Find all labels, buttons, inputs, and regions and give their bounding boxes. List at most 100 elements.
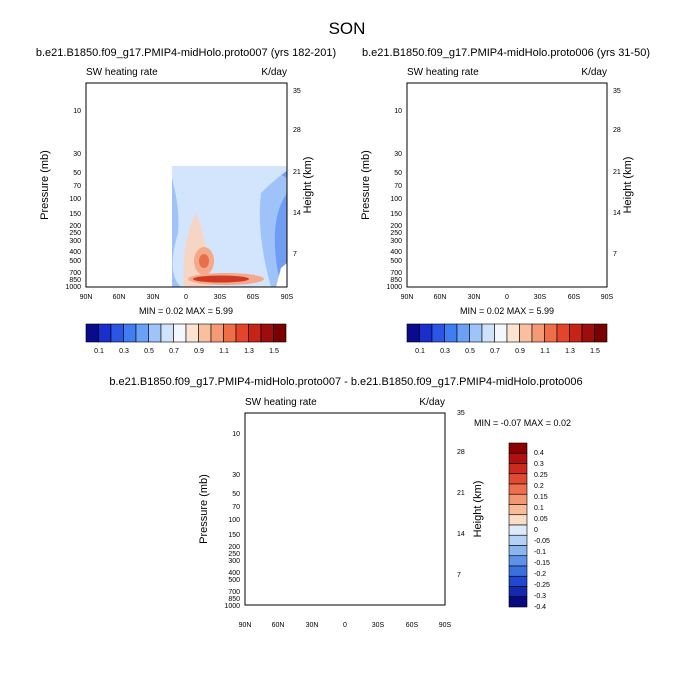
x-tick-label: 0 bbox=[343, 622, 347, 629]
colorbar-swatch bbox=[431, 323, 445, 343]
y2-tick-label: 21 bbox=[293, 169, 301, 176]
y2-tick-label: 35 bbox=[293, 88, 301, 95]
y2-tick-label: 35 bbox=[457, 410, 465, 417]
colorbar-swatch bbox=[198, 323, 212, 343]
contour-band bbox=[520, 254, 530, 268]
colorbar-swatch bbox=[531, 323, 545, 343]
panel-difference: b.e21.B1850.f09_g17.PMIP4-midHolo.proto0… bbox=[109, 376, 582, 629]
colorbar-swatch bbox=[508, 545, 528, 557]
colorbar-label: 0.25 bbox=[534, 472, 548, 479]
x-tick-label: 60S bbox=[406, 622, 419, 629]
x-tick-label: 60S bbox=[247, 294, 260, 301]
colorbar-swatch bbox=[469, 323, 483, 343]
contour-band bbox=[455, 83, 607, 147]
contour-band bbox=[377, 413, 382, 513]
colorbar-swatch bbox=[544, 323, 558, 343]
contour-band bbox=[407, 83, 607, 287]
colorbar-labels: 0.1 0.3 0.5 0.7 0.9 1.1 1.3 1.5 bbox=[94, 348, 279, 355]
contour-band bbox=[363, 413, 373, 605]
panel-title: b.e21.B1850.f09_g17.PMIP4-midHolo.proto0… bbox=[109, 376, 582, 388]
colorbar-label: -0.25 bbox=[534, 582, 550, 589]
y-tick-label: 700 bbox=[228, 589, 240, 596]
colorbar bbox=[85, 323, 287, 343]
colorbar-swatch bbox=[508, 555, 528, 567]
y-tick-label: 150 bbox=[228, 532, 240, 539]
colorbar-label: -0.4 bbox=[534, 604, 546, 611]
y2-tick-label: 7 bbox=[293, 251, 297, 258]
x-tick-label: 30N bbox=[306, 622, 319, 629]
contour-band bbox=[134, 83, 287, 147]
contour-band bbox=[276, 263, 287, 287]
colorbar-swatch bbox=[481, 323, 495, 343]
contour-band bbox=[245, 413, 445, 605]
contour-band bbox=[193, 275, 249, 283]
colorbar-label: 0.05 bbox=[534, 516, 548, 523]
y-tick-label: 30 bbox=[73, 151, 81, 158]
contour-band bbox=[505, 213, 533, 287]
colorbar-label: 0.7 bbox=[490, 348, 500, 355]
contour-band bbox=[459, 83, 607, 143]
colorbar-labels: 0.1 0.3 0.5 0.7 0.9 1.1 1.3 1.5 bbox=[415, 348, 600, 355]
colorbar-label: 0.9 bbox=[194, 348, 204, 355]
colorbar-label: 0.7 bbox=[169, 348, 179, 355]
contour-band bbox=[465, 83, 607, 135]
x-tick-label: 30N bbox=[468, 294, 481, 301]
panel-title: b.e21.B1850.f09_g17.PMIP4-midHolo.proto0… bbox=[362, 47, 650, 59]
y2-axis-ticks: 35 28 21 14 7 bbox=[613, 88, 621, 258]
contour-band bbox=[395, 413, 445, 605]
y-tick-label: 250 bbox=[390, 230, 402, 237]
y-tick-label: 700 bbox=[390, 270, 402, 277]
x-tick-label: 60S bbox=[568, 294, 581, 301]
colorbar-label: 0.9 bbox=[515, 348, 525, 355]
colorbar-label: -0.3 bbox=[534, 593, 546, 600]
colorbar-label: 0.2 bbox=[534, 483, 544, 490]
y-tick-label: 30 bbox=[394, 151, 402, 158]
right-string: K/day bbox=[261, 67, 287, 78]
y2-axis-label: Height (km) bbox=[472, 481, 484, 538]
y-tick-label: 30 bbox=[232, 472, 240, 479]
colorbar-swatch bbox=[519, 323, 533, 343]
colorbar-swatch bbox=[444, 323, 458, 343]
stats-label: MIN = -0.07 MAX = 0.02 bbox=[474, 418, 571, 428]
colorbar-label: 0.3 bbox=[534, 461, 544, 468]
y-tick-label: 100 bbox=[228, 517, 240, 524]
y-tick-label: 300 bbox=[390, 238, 402, 245]
colorbar-swatch bbox=[508, 565, 528, 577]
colorbar-swatch bbox=[506, 323, 520, 343]
left-string: SW heating rate bbox=[86, 67, 158, 78]
colorbar-label: 1.5 bbox=[590, 348, 600, 355]
colorbar-swatch bbox=[508, 473, 528, 485]
colorbar-swatch bbox=[419, 323, 433, 343]
plot-frame bbox=[406, 82, 608, 288]
y-tick-label: 150 bbox=[390, 211, 402, 218]
y2-tick-label: 28 bbox=[457, 449, 465, 456]
x-tick-label: 90N bbox=[80, 294, 93, 301]
colorbar-label: -0.1 bbox=[534, 549, 546, 556]
y2-tick-label: 28 bbox=[293, 127, 301, 134]
colorbar-label: 0.1 bbox=[94, 348, 104, 355]
colorbar-label: 0.4 bbox=[534, 450, 544, 457]
contour-band bbox=[429, 83, 607, 287]
x-tick-label: 0 bbox=[505, 294, 509, 301]
x-tick-label: 30S bbox=[214, 294, 227, 301]
y-tick-label: 200 bbox=[69, 223, 81, 230]
y-tick-label: 700 bbox=[69, 270, 81, 277]
contour-band bbox=[514, 276, 570, 283]
contour-band bbox=[452, 83, 607, 152]
panel-proto006: b.e21.B1850.f09_g17.PMIP4-midHolo.proto0… bbox=[360, 47, 650, 355]
colorbar-swatch bbox=[508, 452, 528, 464]
y-tick-label: 70 bbox=[232, 504, 240, 511]
contour-band bbox=[462, 83, 607, 139]
y-tick-label: 10 bbox=[394, 108, 402, 115]
colorbar-swatch bbox=[273, 323, 287, 343]
colorbar-swatch bbox=[508, 514, 528, 526]
y-axis-ticks: 10 30 50 70 100 150 200 250 300 400 500 … bbox=[224, 431, 240, 610]
panel-title: b.e21.B1850.f09_g17.PMIP4-midHolo.proto0… bbox=[36, 47, 336, 59]
colorbar-swatch bbox=[148, 323, 162, 343]
contour-band bbox=[407, 113, 607, 287]
colorbar-swatch bbox=[223, 323, 237, 343]
x-tick-label: 60N bbox=[113, 294, 126, 301]
colorbar-swatch bbox=[508, 575, 528, 587]
colorbar-swatch bbox=[581, 323, 595, 343]
